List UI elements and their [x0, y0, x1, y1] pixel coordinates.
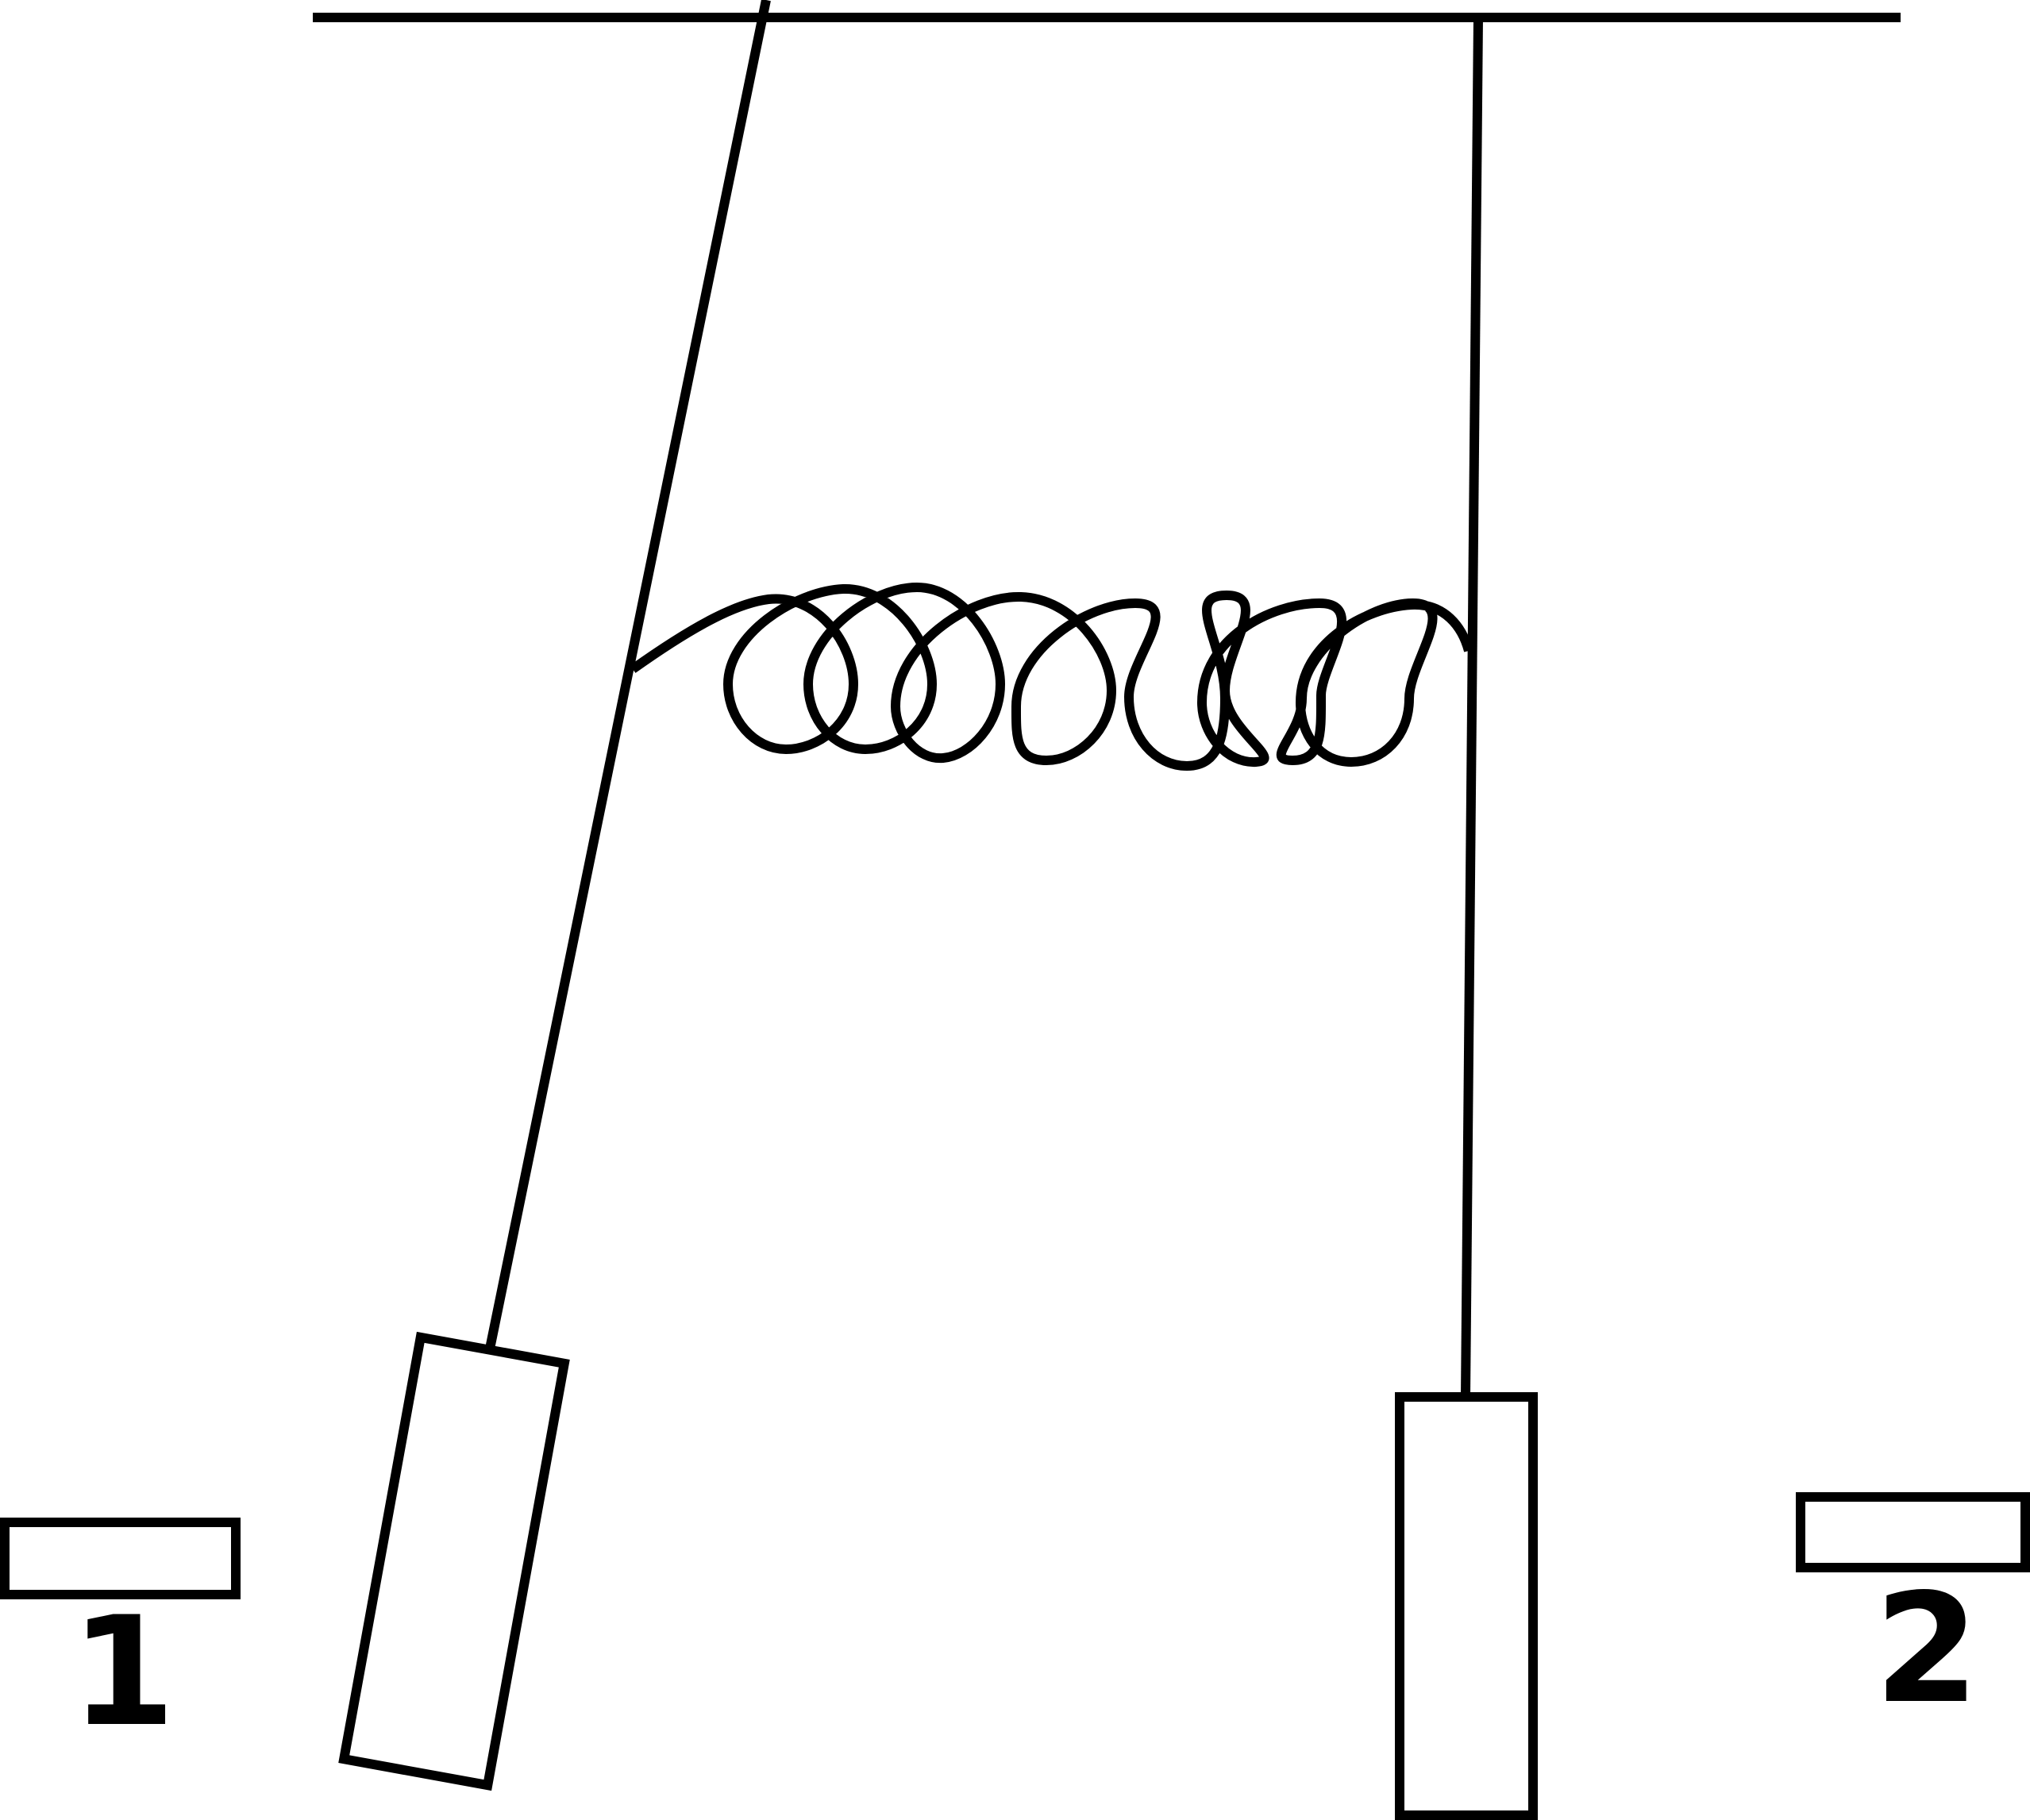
plate-2-label: 2 — [1874, 1561, 1979, 1737]
right-thread — [1461, 17, 1483, 1398]
coil-spring — [630, 582, 1473, 771]
right-weight — [1395, 1392, 1538, 1820]
plate-1-label: 1 — [71, 1584, 175, 1760]
left-thread — [483, 0, 771, 1358]
plate-1 — [0, 1518, 241, 1599]
plate-2 — [1796, 1492, 2030, 1572]
left-weight — [338, 1331, 570, 1791]
